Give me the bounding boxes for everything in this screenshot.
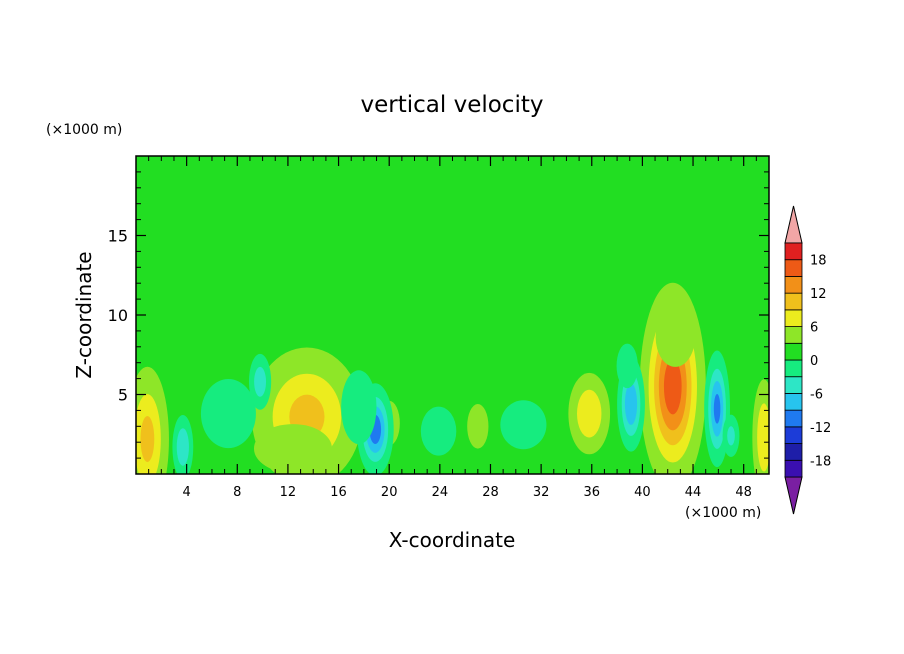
downdraft-cell-15 [500, 400, 547, 450]
contour-level [727, 426, 735, 446]
contour-level [663, 358, 682, 415]
colorbar-tick-label: -18 [810, 454, 831, 469]
downdraft-cell-11 [248, 353, 272, 410]
x-tick-label: 4 [182, 485, 190, 500]
x-tick-label: 28 [482, 485, 499, 500]
colorbar-tick-label: 12 [810, 287, 827, 302]
x-tick-label: 40 [634, 485, 651, 500]
colorbar-swatch [784, 426, 803, 444]
x-tick-label: 8 [233, 485, 241, 500]
contour-level [341, 370, 377, 445]
colorbar-swatch [784, 326, 803, 344]
contour-level [616, 343, 638, 389]
y-tick-label: 10 [108, 306, 128, 325]
colorbar-swatch [784, 259, 803, 277]
updraft-cell-2 [253, 424, 332, 474]
y-tick-label: 5 [118, 386, 128, 405]
updraft-cell-4 [467, 404, 489, 449]
updraft-cell-8 [752, 379, 769, 474]
contour-level [140, 415, 155, 463]
y-tick-label: 15 [108, 227, 128, 246]
colorbar-swatch [784, 376, 803, 394]
x-axis-label: X-coordinate [389, 528, 516, 552]
downdraft-cell-17 [616, 343, 638, 389]
colorbar-swatch [784, 409, 803, 428]
colorbar-swatch [784, 342, 803, 361]
updraft-cell-0 [136, 366, 169, 474]
y-axis-ticks: 5 10 15 [108, 171, 769, 459]
downdraft-cell-14 [420, 406, 457, 456]
y-axis-label: Z-coordinate [72, 251, 96, 378]
colorbar-tick-label: 0 [810, 354, 818, 369]
colorbar-swatch [784, 276, 803, 294]
colorbar-swatch [784, 393, 803, 411]
x-tick-label: 36 [583, 485, 600, 500]
y-axis-unit: (×1000 m) [46, 122, 122, 138]
x-tick-label: 16 [330, 485, 347, 500]
downdraft-cell-9 [172, 414, 194, 474]
contour-field [136, 156, 769, 474]
contour-level [254, 366, 267, 397]
updraft-cell-7 [655, 307, 695, 367]
downdraft-cell-19 [722, 414, 740, 458]
downdraft-cell-13 [341, 370, 377, 445]
colorbar-tick-label: -12 [810, 421, 831, 436]
contour-level [500, 400, 547, 450]
colorbar-swatch [784, 359, 803, 378]
chart-title: vertical velocity [361, 92, 544, 118]
x-tick-label: 32 [533, 485, 550, 500]
x-tick-label: 24 [432, 485, 449, 500]
contour-level [713, 394, 721, 424]
colorbar-swatch [784, 242, 803, 261]
colorbar-lower-extension [784, 476, 803, 515]
contour-level [176, 428, 189, 466]
contour-level [624, 383, 638, 425]
contour-level [253, 424, 332, 474]
downdraft-cell-10 [200, 379, 256, 449]
contour-level [467, 404, 489, 449]
x-tick-label: 12 [280, 485, 297, 500]
colorbar-tick-label: 6 [810, 321, 818, 336]
x-tick-label: 48 [735, 485, 752, 500]
updraft-cell-5 [568, 372, 611, 455]
contour-level [577, 389, 602, 438]
colorbar-swatch [784, 309, 803, 327]
colorbar-swatch [784, 459, 803, 478]
colorbar-swatch [784, 292, 803, 311]
contour-level [757, 403, 769, 472]
contour-level [200, 379, 256, 449]
x-axis-ticks: 4 8 12 16 20 24 28 32 36 40 44 48 [148, 156, 757, 500]
contour-level [420, 406, 457, 456]
colorbar: -18 -12 -6 0 6 12 18 [784, 205, 831, 515]
colorbar-tick-label: -6 [810, 387, 823, 402]
colorbar-tick-label: 18 [810, 254, 827, 269]
x-tick-label: 20 [381, 485, 398, 500]
contour-level [655, 307, 695, 367]
x-tick-label: 44 [685, 485, 702, 500]
x-axis-unit: (×1000 m) [685, 505, 761, 521]
colorbar-upper-extension [784, 205, 803, 244]
colorbar-swatch [784, 443, 803, 461]
